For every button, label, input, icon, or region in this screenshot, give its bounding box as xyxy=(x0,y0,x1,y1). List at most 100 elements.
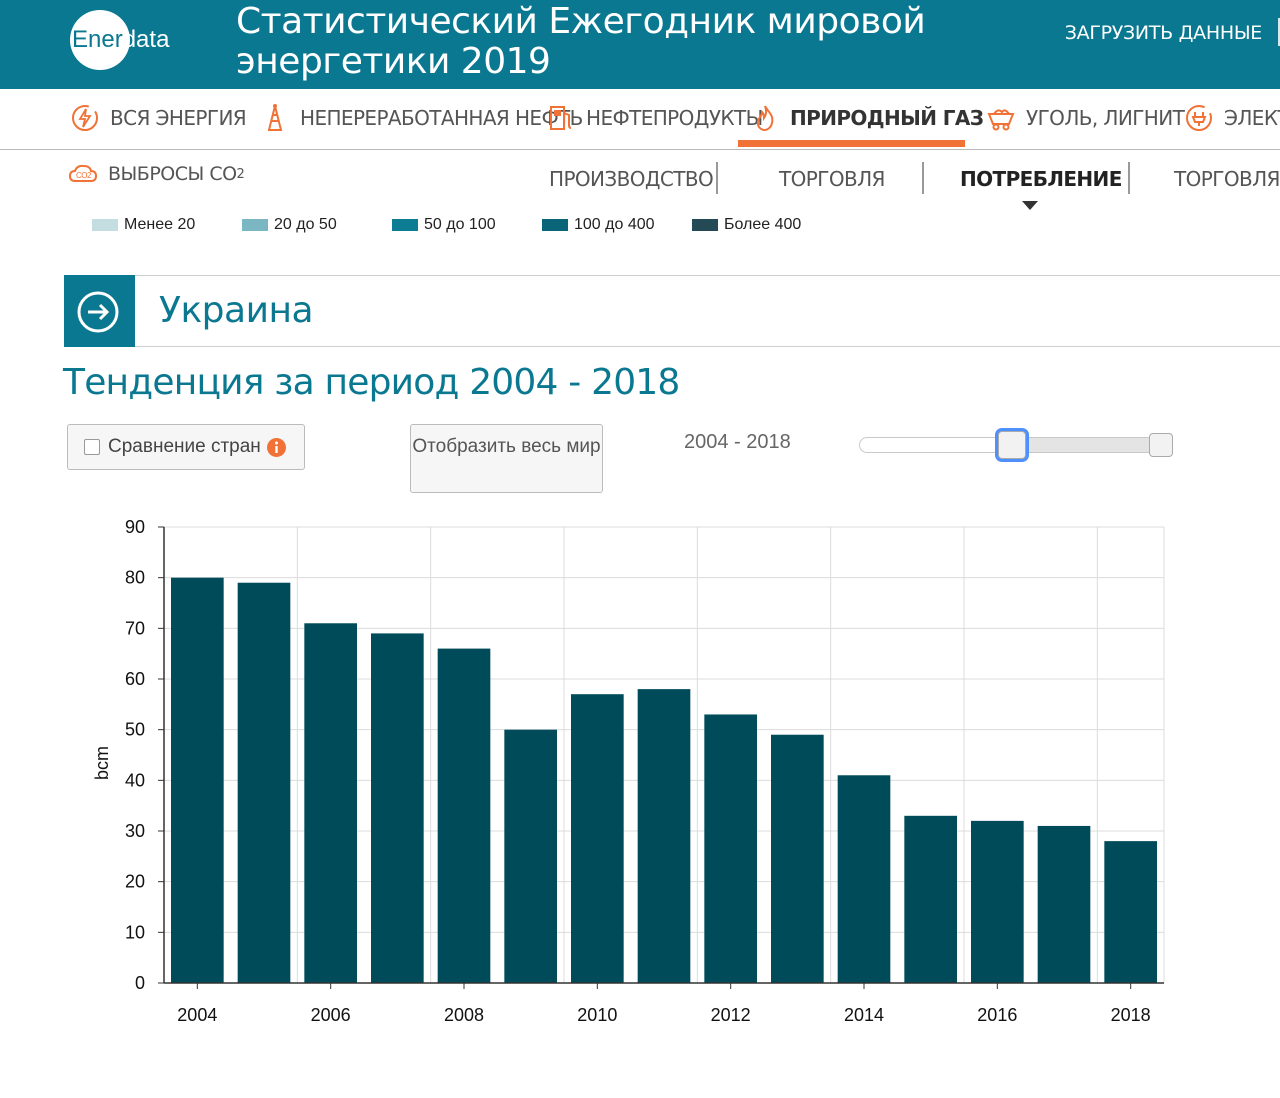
bar-2010[interactable] xyxy=(571,694,624,983)
y-tick-label: 20 xyxy=(125,872,145,892)
lightning-icon xyxy=(72,105,98,131)
compare-label: Сравнение стран xyxy=(108,436,261,457)
active-tab-caret-icon xyxy=(1022,201,1038,210)
co2-subscript: 2 xyxy=(236,166,245,182)
country-header xyxy=(64,275,1280,347)
legend-item: Менее 20 xyxy=(92,216,195,234)
x-tick-label: 2006 xyxy=(311,1005,351,1025)
y-tick-label: 10 xyxy=(125,922,145,942)
active-tab-underline xyxy=(738,140,965,147)
logo-text: Enerdata xyxy=(72,26,169,54)
bar-2015[interactable] xyxy=(904,815,957,983)
bar-2018[interactable] xyxy=(1104,841,1157,983)
y-tick-label: 50 xyxy=(125,720,145,740)
bar-2005[interactable] xyxy=(237,582,291,983)
bar-2011[interactable] xyxy=(637,689,691,983)
enerdata-logo[interactable] xyxy=(70,10,130,70)
flame-icon xyxy=(756,105,774,132)
legend-item: Более 400 xyxy=(692,216,801,234)
legend-item: 20 до 50 xyxy=(242,216,337,234)
bar-2016[interactable] xyxy=(971,820,1024,983)
nav-item-crude-oil[interactable]: НЕПЕРЕРАБОТАННАЯ НЕФТЬ xyxy=(260,103,583,133)
nav-label: ЭЛЕКТР xyxy=(1224,106,1280,130)
nav-label: НЕПЕРЕРАБОТАННАЯ НЕФТЬ xyxy=(300,106,583,130)
download-data-link[interactable]: ЗАГРУЗИТЬ ДАННЫЕ xyxy=(1064,22,1263,44)
nav-item-natural-gas[interactable]: ПРИРОДНЫЙ ГАЗ xyxy=(750,103,984,133)
co2-cloud-icon: CO2 xyxy=(68,164,98,182)
y-tick-label: 0 xyxy=(135,973,145,993)
country-name: Украина xyxy=(159,290,314,331)
bar-2017[interactable] xyxy=(1037,825,1091,983)
chart-axes: 0 10 20 30 40 50 60 70 80 90 2004 2006 2008 2010 2012 2… xyxy=(125,517,1164,1025)
bar-2006[interactable] xyxy=(304,623,357,983)
y-tick-label: 60 xyxy=(125,669,145,689)
legend-label: 50 до 100 xyxy=(424,216,496,233)
nav-item-co2-emissions[interactable]: CO2 ВЫБРОСЫ CO 2 xyxy=(68,162,245,186)
slider-start-handle[interactable] xyxy=(998,431,1026,459)
nav-label: НЕФТЕПРОДУКТЫ xyxy=(586,106,763,130)
header-divider xyxy=(1278,18,1280,46)
nav-label: ВСЯ ЭНЕРГИЯ xyxy=(110,106,247,130)
compare-countries-button[interactable]: Сравнение стран xyxy=(67,424,305,470)
logo-suffix: data xyxy=(122,26,170,53)
bar-2013[interactable] xyxy=(771,734,824,983)
nav-item-all-energy[interactable]: ВСЯ ЭНЕРГИЯ xyxy=(70,103,247,133)
bar-2012[interactable] xyxy=(704,714,757,983)
coal-cart-icon xyxy=(987,109,1015,131)
tab-divider xyxy=(716,162,718,194)
logo-prefix: Ener xyxy=(72,26,123,53)
slider-selected-range xyxy=(1011,437,1161,453)
legend-swatch xyxy=(92,219,118,231)
bar-2014[interactable] xyxy=(837,775,891,983)
nav-item-coal[interactable]: УГОЛЬ, ЛИГНИТ xyxy=(986,103,1185,133)
legend-label: 100 до 400 xyxy=(574,216,655,233)
info-icon[interactable] xyxy=(266,437,286,457)
page-title: Статистический Ежегодник мировой энергет… xyxy=(236,1,926,82)
legend-item: 100 до 400 xyxy=(542,216,655,234)
bar-2009[interactable] xyxy=(504,729,557,983)
legend-label: 20 до 50 xyxy=(274,216,337,233)
plug-icon xyxy=(1186,105,1212,131)
tab-consumption[interactable]: ПОТРЕБЛЕНИЕ xyxy=(960,167,1122,191)
svg-text:CO2: CO2 xyxy=(76,171,92,180)
x-tick-label: 2008 xyxy=(444,1005,484,1025)
oil-rig-icon xyxy=(268,104,282,131)
consumption-bar-chart: 0 10 20 30 40 50 60 70 80 90 2004 2006 2008 2010 2012 2… xyxy=(92,517,1165,1025)
legend-swatch xyxy=(392,219,418,231)
fuel-pump-icon xyxy=(550,106,572,130)
legend-swatch xyxy=(542,219,568,231)
nav-item-oil-products[interactable]: НЕФТЕПРОДУКТЫ xyxy=(546,103,763,133)
country-arrow-button[interactable] xyxy=(64,275,135,347)
year-range-label: 2004 - 2018 xyxy=(684,431,791,453)
tab-trade[interactable]: ТОРГОВЛЯ xyxy=(779,167,885,191)
tab-trade-sp[interactable]: ТОРГОВЛЯ СП xyxy=(1174,167,1280,191)
trend-title: Тенденция за период 2004 - 2018 xyxy=(63,362,680,403)
compare-checkbox[interactable] xyxy=(84,439,100,455)
show-whole-world-button[interactable]: Отобразить весь мир xyxy=(410,424,603,493)
chart-bars xyxy=(171,577,1157,983)
energy-nav: ВСЯ ЭНЕРГИЯ НЕПЕРЕРАБОТАННАЯ НЕФТЬ НЕФТЕ… xyxy=(0,89,1280,150)
nav-label: ПРИРОДНЫЙ ГАЗ xyxy=(790,106,984,130)
legend-label: Более 400 xyxy=(724,216,802,233)
legend-label: Менее 20 xyxy=(124,216,196,233)
y-tick-label: 80 xyxy=(125,568,145,588)
x-tick-label: 2010 xyxy=(577,1005,617,1025)
tab-divider xyxy=(922,162,924,194)
tab-production[interactable]: ПРОИЗВОДСТВО xyxy=(549,167,714,191)
y-tick-label: 70 xyxy=(125,618,145,638)
bar-2004[interactable] xyxy=(171,577,224,983)
tab-divider xyxy=(1128,162,1130,194)
y-axis-label: bcm xyxy=(92,746,112,780)
x-tick-label: 2016 xyxy=(977,1005,1017,1025)
nav-item-electricity[interactable]: ЭЛЕКТР xyxy=(1184,103,1280,133)
legend-swatch xyxy=(242,219,268,231)
top-header: Enerdata Статистический Ежегодник мирово… xyxy=(0,0,1280,89)
bar-2008[interactable] xyxy=(437,648,491,983)
x-tick-label: 2004 xyxy=(177,1005,217,1025)
nav-label: УГОЛЬ, ЛИГНИТ xyxy=(1026,106,1185,130)
x-tick-label: 2012 xyxy=(711,1005,751,1025)
y-tick-label: 30 xyxy=(125,821,145,841)
x-tick-label: 2014 xyxy=(844,1005,884,1025)
slider-end-handle[interactable] xyxy=(1149,433,1173,457)
bar-2007[interactable] xyxy=(371,633,424,983)
